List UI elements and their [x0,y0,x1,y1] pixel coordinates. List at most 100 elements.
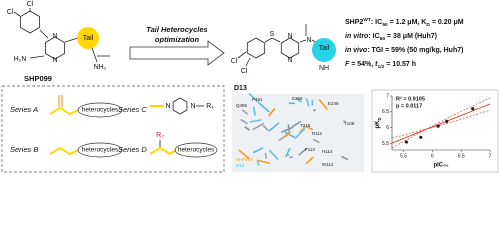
arrow [129,40,225,66]
text-run: = 10.57 h [384,61,416,68]
atom-label: S [270,31,275,38]
group-label: heterocycles [82,107,119,114]
stick [294,128,306,139]
atom-label: N [287,33,292,40]
bond [91,47,98,63]
text-run: pK [375,120,381,129]
stick [252,147,264,154]
tail-circle [312,38,336,62]
atom-label: N [306,37,311,44]
stick [253,106,256,116]
bond [264,37,273,43]
arrow-label: Tail Heterocycles [146,25,207,34]
graphical-abstract: Cl Cl H₂N N N NH₂ Tail SHP099 Tail Heter… [1,1,499,173]
atom-label: R₂ [156,132,164,139]
tail-circle [77,27,99,49]
stick [257,159,271,164]
annotation: p = 0.0117 [396,103,422,109]
group-ellipse [77,142,123,158]
fit-line [391,103,491,144]
atom-label: Cl [231,58,238,65]
residue-label: F113 [305,147,315,152]
residue-label: H114 [322,149,333,154]
text-run: 1/2 [378,64,385,70]
point [419,135,423,139]
stick [341,155,349,161]
residue-label: E258 [292,96,303,101]
text-run: D [377,117,382,120]
bond [245,57,251,67]
tail-label: Tail [83,35,94,42]
tail-label: Tail [319,45,330,52]
text-run: in vivo [345,47,368,54]
stick [240,119,248,125]
ring [20,10,40,34]
text-run: t [375,61,378,68]
atom-label: N [190,103,195,110]
ring [246,37,266,59]
stick [249,119,262,123]
atom-label: Cl [241,68,248,75]
atom-label: NH [319,65,329,72]
residue-label: T218 [300,123,311,128]
y-tick-label: 6.5 [382,109,389,115]
property-line: SHP2WT: IC50 = 1.2 μM, KD = 0.20 μM [345,17,464,28]
x-tick-label: 7 [489,153,492,159]
text-run: D [426,22,430,28]
stick [305,156,314,165]
text-run: = 1.2 μM, K [388,19,427,26]
legend-label: SHP099 [236,157,253,162]
y-tick-label: 7 [386,93,389,99]
residue-label: E249 [328,101,339,106]
bond [271,37,281,43]
point [445,119,449,124]
stick [241,109,249,115]
stick [258,102,270,113]
legend-label: D13 [236,163,245,168]
text-run: F [345,61,350,68]
stick [285,147,291,158]
atom-label: R₁ [206,103,214,110]
stick [262,125,269,132]
bond [64,37,79,43]
property-line: in vitro: IC50 = 38 μM (Huh7) [345,33,437,42]
text-run: SHP2 [345,19,363,26]
stick [264,152,268,160]
compound-name: SHP099 [24,74,52,83]
stick [287,124,291,134]
stick [285,131,291,138]
text-run: 50 [380,36,386,42]
stick [244,126,251,131]
group-ellipse [174,142,218,158]
x-tick-label: 6.5 [458,153,465,159]
stick [296,98,302,103]
stick [268,149,279,160]
stick [298,147,308,156]
stick [284,131,295,138]
x-axis-label: pIC₅₀ [433,163,448,169]
stick [280,126,294,133]
atom-label: Cl [27,1,34,8]
y-axis-label: pKD [375,117,382,128]
stick [305,125,313,131]
point [404,140,409,144]
text-run: : IC [368,33,379,40]
ring [172,97,188,115]
text-run: = 38 μM (Huh7) [385,33,437,40]
confidence-band [391,109,491,139]
residue-label: P491 [252,97,263,102]
chain [49,106,79,116]
series-name: Series D [118,145,147,154]
confidence-band [391,97,491,149]
chart-frame [371,89,499,173]
residue-label: Q495 [236,103,248,108]
text-run: : IC [371,19,382,26]
stick [299,126,306,133]
residue-label: W112 [322,162,334,167]
stick [318,99,328,110]
y-tick-label: 6 [386,125,389,131]
group-label: heterocycles [82,147,119,154]
text-run: 50 [382,22,388,28]
residue-label: R111 [312,131,323,136]
stick [252,122,265,131]
